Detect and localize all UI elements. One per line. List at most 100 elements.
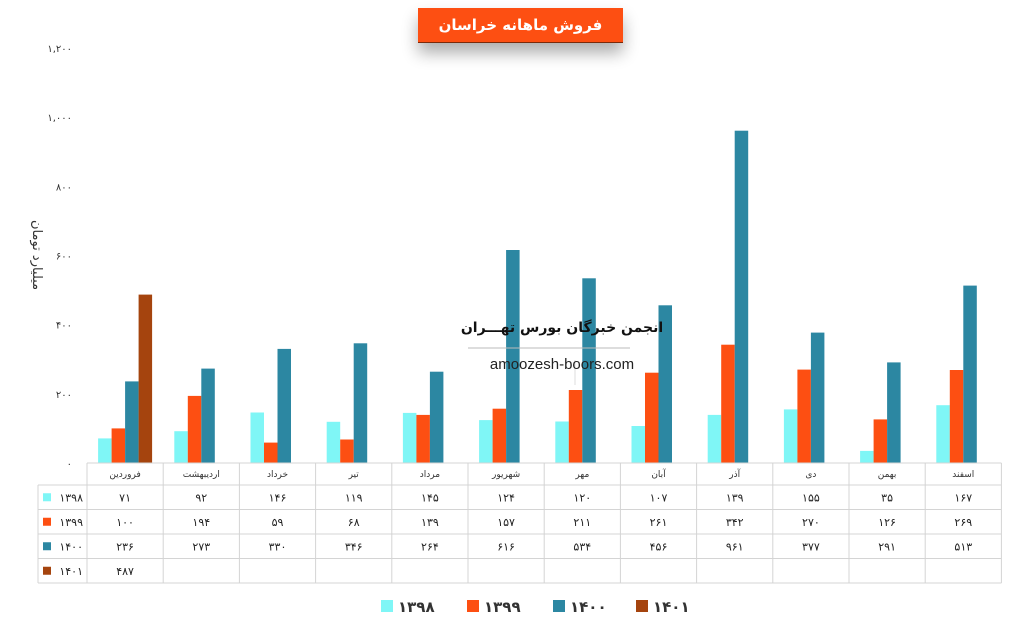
legend-label: ۱۴۰۱: [653, 598, 690, 616]
bar-7-3: [582, 278, 596, 463]
bar-8-2: [645, 372, 659, 463]
legend-key: [381, 600, 393, 612]
row-header: ۱۴۰۰: [59, 540, 83, 553]
bar-12-1: [936, 405, 950, 463]
data-label: ۲۷۳: [192, 540, 210, 553]
y-tick-label: ۲۰۰: [56, 390, 72, 401]
data-label: ۵۱۳: [954, 540, 972, 553]
data-label: ۹۲: [195, 491, 207, 504]
bar-11-2: [873, 419, 888, 463]
bar-10-1: [783, 409, 798, 463]
y-tick-label: ۰: [67, 459, 72, 470]
category-label: آذر: [728, 468, 740, 480]
y-tick-label: ۸۰۰: [56, 182, 72, 193]
y-axis-label: میلیارد تومان: [29, 220, 44, 290]
data-label: ۱۲۴: [497, 491, 515, 504]
bar-4-2: [340, 439, 354, 463]
bar-2-2: [187, 395, 202, 463]
category-label: خرداد: [267, 470, 288, 480]
bar-1-2: [111, 428, 126, 463]
data-label: ۴۵۶: [650, 540, 668, 553]
category-label: دی: [805, 470, 816, 480]
row-header: ۱۳۹۹: [59, 516, 83, 529]
category-label: اسفند: [952, 470, 974, 480]
legend: ۱۳۹۸ ۱۳۹۹ ۱۴۰۰ ۱۴۰۱: [381, 598, 690, 616]
data-label: ۱۲۶: [878, 516, 896, 529]
data-label: ۱۰۷: [650, 491, 668, 504]
bar-1-1: [98, 438, 112, 463]
category-label: مرداد: [420, 470, 440, 480]
data-label: ۱۶۷: [954, 491, 972, 504]
y-axis: ۰ ۲۰۰ ۴۰۰ ۶۰۰ ۸۰۰ ۱,۰۰۰ ۱,۲۰۰: [47, 44, 72, 470]
watermark-title: انجمن خبرگان بورس تهـــران: [461, 319, 663, 336]
bar-11-3: [887, 362, 901, 463]
row-legend-key: [43, 517, 51, 526]
data-label: ۱۳۹: [421, 516, 439, 529]
data-label: ۷۱: [119, 491, 131, 504]
bar-5-1: [402, 412, 417, 463]
bar-6-1: [479, 420, 493, 463]
legend-key: [553, 600, 565, 612]
bar-3-1: [250, 412, 264, 463]
bar-4-1: [326, 421, 341, 463]
data-label: ۱۹۴: [192, 516, 210, 529]
category-label: اردیبهشت: [183, 470, 220, 480]
row-legend-key: [43, 542, 51, 551]
y-tick-label: ۴۰۰: [56, 321, 72, 332]
bar-3-2: [264, 442, 278, 463]
bar-6-3: [506, 250, 520, 463]
data-label: ۹۶۱: [726, 540, 744, 553]
data-label: ۲۶۴: [421, 540, 439, 553]
data-label: ۴۸۷: [116, 565, 134, 578]
category-label: بهمن: [878, 470, 897, 480]
data-label: ۲۶۱: [650, 516, 668, 529]
data-label: ۲۶۹: [954, 516, 972, 529]
data-label: ۱۱۹: [345, 491, 363, 504]
data-label: ۱۰۰: [116, 516, 134, 529]
category-label: مهر: [574, 470, 589, 480]
data-label: ۲۹۱: [878, 540, 896, 553]
bar-10-3: [810, 332, 825, 463]
row-legend-key: [43, 566, 51, 575]
watermark-url: amoozesh-boors.com: [490, 356, 634, 373]
bar-12-3: [963, 285, 977, 463]
y-tick-label: ۶۰۰: [56, 252, 72, 263]
category-label: فروردین: [109, 470, 140, 480]
bar-11-1: [860, 450, 874, 463]
data-label: ۱۴۵: [421, 491, 439, 504]
bar-9-1: [707, 414, 722, 463]
legend-key: [636, 600, 648, 612]
legend-label: ۱۳۹۹: [484, 598, 521, 616]
category-label: آبان: [651, 468, 666, 480]
row-legend-key: [43, 493, 51, 502]
row-header: ۱۳۹۸: [59, 491, 83, 504]
watermark: انجمن خبرگان بورس تهـــران amoozesh-boor…: [461, 319, 663, 385]
data-label: ۲۱۱: [573, 516, 591, 529]
data-label: ۶۸: [348, 516, 360, 529]
bar-12-2: [949, 370, 964, 463]
bar-2-1: [174, 431, 188, 463]
data-label: ۶۱۶: [497, 540, 515, 553]
row-header: ۱۴۰۱: [59, 565, 83, 578]
bars: [98, 130, 977, 463]
bar-9-2: [721, 344, 735, 463]
data-label: ۱۴۶: [269, 491, 287, 504]
data-label: ۱۵۵: [802, 491, 820, 504]
bar-7-2: [568, 390, 583, 463]
data-table: فروردین اردیبهشت خرداد تیر مرداد شهریور مهر آبا…: [37, 462, 1002, 584]
bar-5-2: [416, 414, 430, 463]
data-label: ۳۴۶: [345, 540, 363, 553]
category-label: تیر: [348, 470, 360, 480]
bar-5-3: [429, 371, 444, 463]
bar-1-4: [138, 294, 153, 463]
bar-7-1: [555, 421, 569, 463]
chart-title: فروش ماهانه خراسان: [418, 8, 623, 43]
bar-4-3: [353, 343, 368, 463]
data-label: ۲۷۰: [802, 516, 820, 529]
y-tick-label: ۱,۰۰۰: [47, 113, 72, 124]
bar-8-3: [658, 305, 672, 463]
legend-label: ۱۴۰۰: [570, 598, 607, 616]
data-label: ۳۳۰: [269, 540, 287, 553]
bar-1-3: [125, 381, 139, 463]
